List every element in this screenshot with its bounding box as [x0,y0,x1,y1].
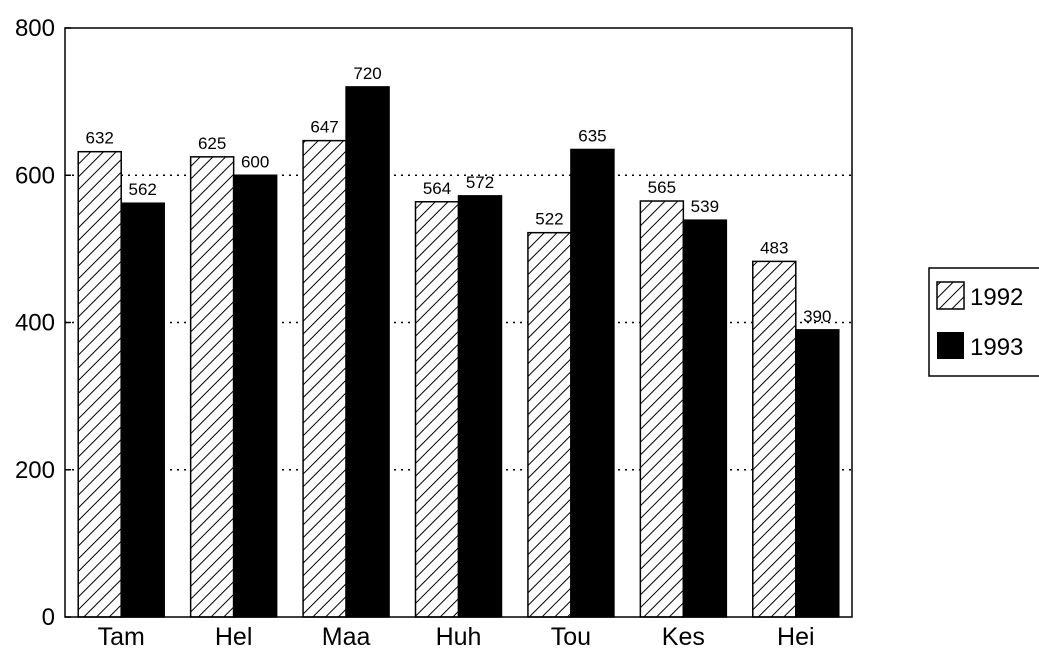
y-tick-label: 800 [15,15,55,42]
x-category-label: Tou [551,623,591,651]
x-category-label: Huh [436,623,482,651]
bar-1993 [345,86,390,618]
x-category-label: Maa [322,623,371,651]
y-tick-label: 0 [42,604,55,631]
bars [77,86,840,618]
bar-value-label: 565 [648,178,676,197]
bar-1993 [682,219,728,618]
bar-1993 [232,174,278,618]
data-labels: 632 562 625 600 647 720 564 572 522 635 565 539 483 3… [86,64,832,326]
bar-value-label: 720 [353,64,381,83]
bar-1993 [457,195,503,618]
bar-value-label: 562 [129,180,157,199]
bar-value-label: 632 [86,129,114,148]
legend-swatch-1992 [936,281,965,310]
y-tick-label: 400 [15,310,55,337]
legend-label-1992: 1992 [970,284,1023,311]
bar-1993 [570,148,615,618]
y-tick-label: 600 [15,162,55,189]
axis-labels: 0 200 400 600 800 Tam Hel Maa Huh Tou Kes Hei [15,15,815,651]
legend-label-1993: 1993 [970,334,1023,361]
bar-1993 [795,329,840,618]
x-category-label: Hel [215,623,253,651]
bar-value-label: 600 [241,152,269,171]
bar-1992 [527,231,572,618]
bar-value-label: 483 [760,238,788,257]
bar-value-label: 522 [535,210,563,229]
bar-value-label: 625 [198,134,226,153]
legend-swatch-1993 [937,332,964,359]
bar-1992 [77,150,122,618]
bar-1992 [639,200,685,618]
x-category-label: Kes [662,623,705,651]
bar-1992 [414,201,460,618]
bar-1992 [189,156,235,618]
bar-1993 [120,202,165,618]
bar-value-label: 572 [466,173,494,192]
bar-value-label: 564 [423,179,451,198]
bar-value-label: 390 [803,307,831,326]
y-tick-label: 200 [15,457,55,484]
x-category-label: Hei [777,623,815,651]
bar-1992 [302,139,347,618]
bar-value-label: 647 [310,118,338,137]
bar-1992 [752,260,797,618]
bar-value-label: 635 [578,126,606,145]
legend: 1992 1993 [928,267,1039,377]
bar-value-label: 539 [691,197,719,216]
x-category-label: Tam [98,623,145,651]
